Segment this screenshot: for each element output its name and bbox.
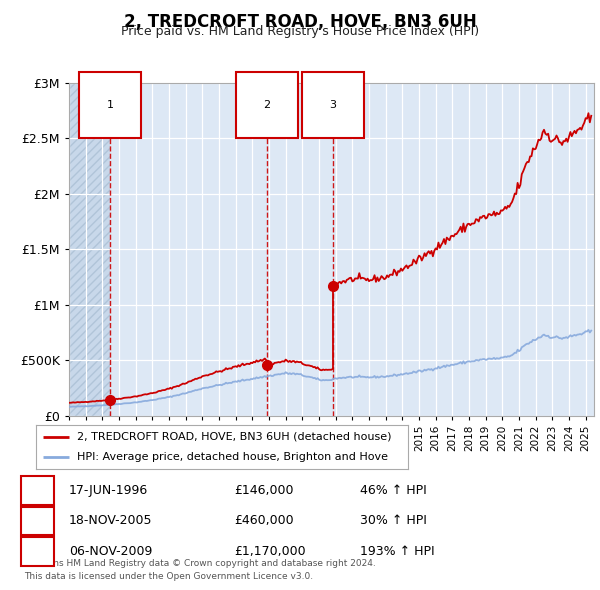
- Text: 3: 3: [329, 100, 337, 110]
- Text: 30% ↑ HPI: 30% ↑ HPI: [360, 514, 427, 527]
- Text: This data is licensed under the Open Government Licence v3.0.: This data is licensed under the Open Gov…: [24, 572, 313, 581]
- Text: 2: 2: [34, 514, 41, 527]
- Text: 1: 1: [34, 484, 41, 497]
- Text: £1,170,000: £1,170,000: [234, 545, 305, 558]
- Bar: [69, 83, 110, 416]
- Text: 3: 3: [34, 545, 41, 558]
- Text: 2: 2: [263, 100, 271, 110]
- Text: Price paid vs. HM Land Registry's House Price Index (HPI): Price paid vs. HM Land Registry's House …: [121, 25, 479, 38]
- Text: 1: 1: [107, 100, 113, 110]
- Text: 06-NOV-2009: 06-NOV-2009: [69, 545, 152, 558]
- Text: 17-JUN-1996: 17-JUN-1996: [69, 484, 148, 497]
- Text: 2, TREDCROFT ROAD, HOVE, BN3 6UH (detached house): 2, TREDCROFT ROAD, HOVE, BN3 6UH (detach…: [77, 432, 391, 442]
- Text: 46% ↑ HPI: 46% ↑ HPI: [360, 484, 427, 497]
- Text: 2, TREDCROFT ROAD, HOVE, BN3 6UH: 2, TREDCROFT ROAD, HOVE, BN3 6UH: [124, 13, 476, 31]
- Text: 18-NOV-2005: 18-NOV-2005: [69, 514, 152, 527]
- Text: Contains HM Land Registry data © Crown copyright and database right 2024.: Contains HM Land Registry data © Crown c…: [24, 559, 376, 568]
- Text: 193% ↑ HPI: 193% ↑ HPI: [360, 545, 434, 558]
- Text: £146,000: £146,000: [234, 484, 293, 497]
- Text: HPI: Average price, detached house, Brighton and Hove: HPI: Average price, detached house, Brig…: [77, 452, 388, 462]
- Text: £460,000: £460,000: [234, 514, 293, 527]
